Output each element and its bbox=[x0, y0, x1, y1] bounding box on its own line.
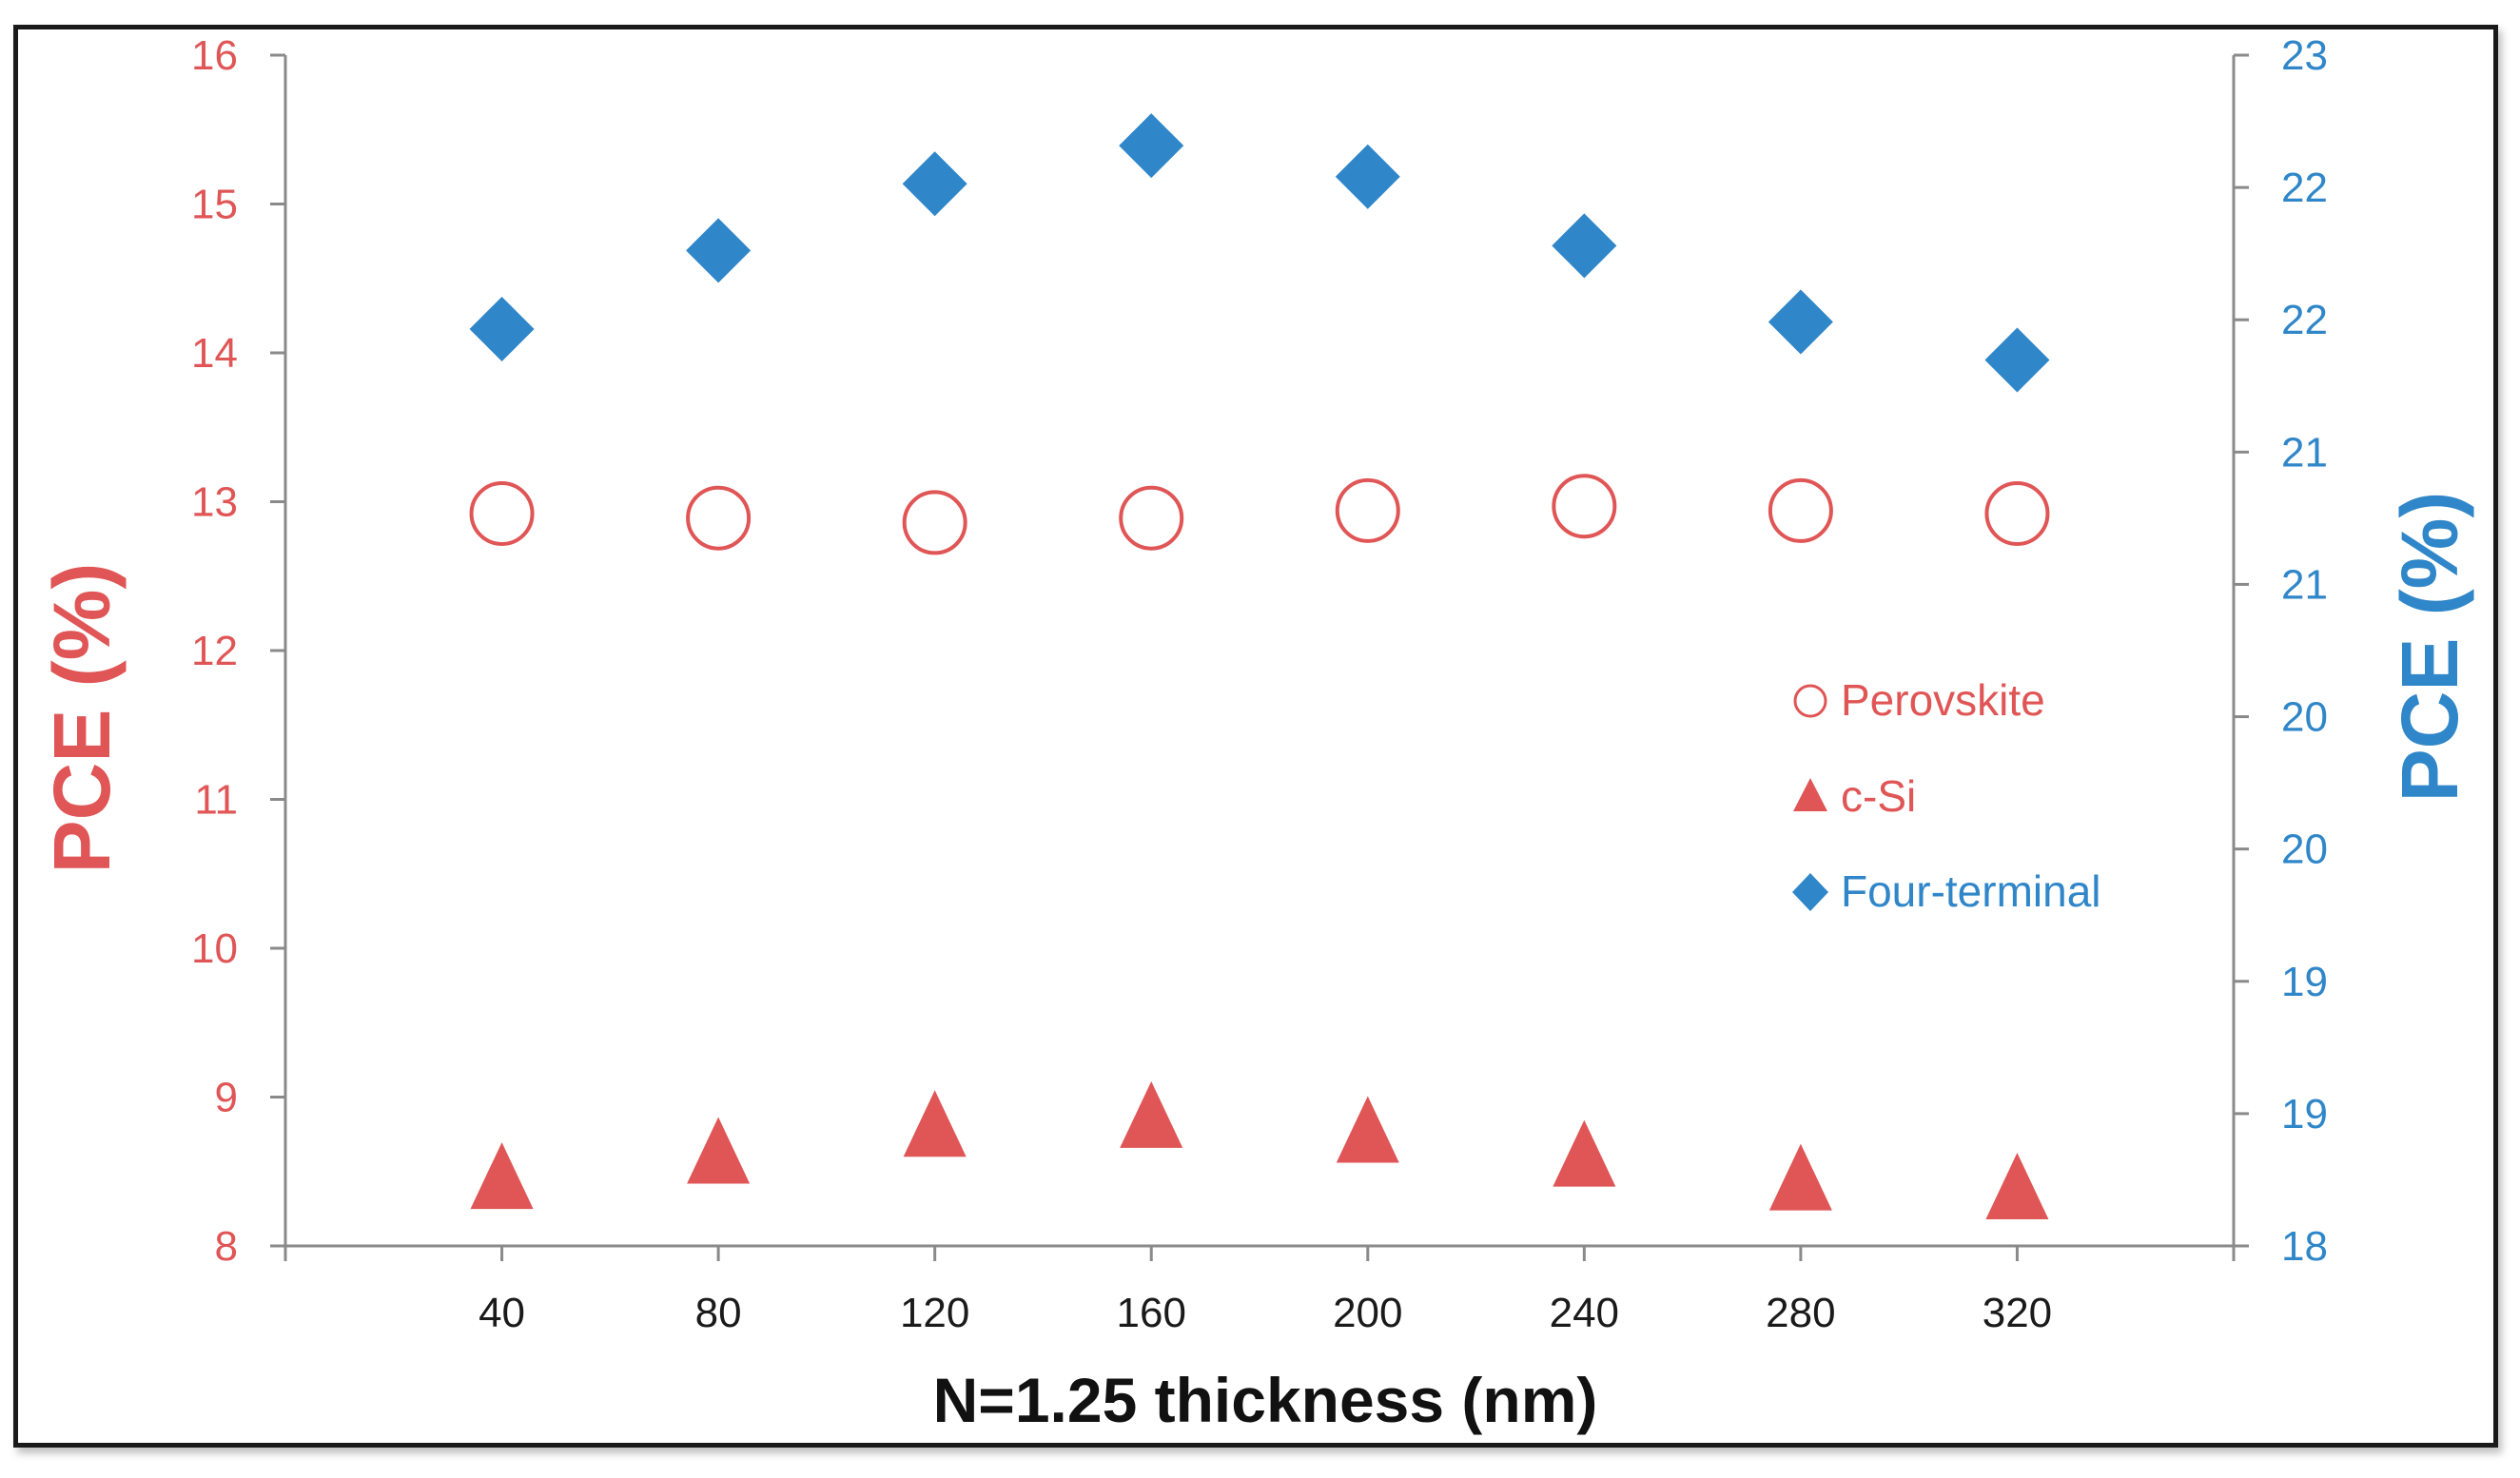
perovskite-point bbox=[1119, 485, 1184, 551]
legend-label-four-terminal: Four-terminal bbox=[1841, 866, 2101, 916]
legend-label-perovskite: Perovskite bbox=[1841, 675, 2045, 725]
right-tick-label: 22 bbox=[2281, 297, 2328, 343]
right-tick-label: 18 bbox=[2281, 1223, 2328, 1270]
x-tick-label: 320 bbox=[1983, 1290, 2052, 1336]
right-tick-label: 22 bbox=[2281, 165, 2328, 211]
four-terminal-point bbox=[469, 296, 535, 361]
perovskite-point bbox=[1984, 481, 2050, 547]
right-axis-ticks: 18 19 19 20 20 21 21 22 22 23 bbox=[2234, 32, 2328, 1270]
four-terminal-point bbox=[1119, 113, 1184, 179]
left-tick-label: 8 bbox=[215, 1223, 238, 1270]
left-tick-label: 9 bbox=[215, 1075, 238, 1121]
right-tick-label: 19 bbox=[2281, 959, 2328, 1005]
csi-point bbox=[903, 1090, 967, 1157]
left-axis-ticks: 8 9 10 11 12 13 14 15 16 bbox=[191, 32, 285, 1270]
four-terminal-point bbox=[1335, 144, 1400, 209]
left-tick-label: 10 bbox=[191, 925, 238, 972]
left-axis-label: PCE (%) bbox=[37, 563, 127, 874]
x-axis-ticks: 40 80 120 160 200 240 280 320 bbox=[283, 1246, 2236, 1336]
left-tick-label: 12 bbox=[191, 628, 238, 674]
csi-point bbox=[1120, 1080, 1183, 1148]
perovskite-point bbox=[469, 481, 535, 547]
axes bbox=[283, 55, 2236, 1248]
four-terminal-point bbox=[686, 218, 752, 283]
x-tick-label: 160 bbox=[1117, 1290, 1186, 1336]
x-tick-label: 280 bbox=[1766, 1290, 1835, 1336]
right-tick-label: 20 bbox=[2281, 827, 2328, 873]
csi-point bbox=[1985, 1153, 2049, 1220]
four-terminal-point bbox=[1552, 213, 1617, 279]
x-tick-label: 240 bbox=[1550, 1290, 1619, 1336]
perovskite-point bbox=[1335, 477, 1400, 543]
x-tick-label: 120 bbox=[900, 1290, 969, 1336]
four-terminal-point bbox=[1984, 327, 2050, 393]
legend-item-csi[interactable]: c-Si bbox=[1793, 771, 1916, 821]
csi-point bbox=[687, 1117, 751, 1184]
x-tick-label: 200 bbox=[1333, 1290, 1402, 1336]
legend-item-perovskite[interactable]: Perovskite bbox=[1793, 675, 2045, 725]
left-tick-label: 13 bbox=[191, 479, 238, 526]
csi-point bbox=[1336, 1096, 1399, 1163]
right-tick-label: 19 bbox=[2281, 1091, 2328, 1138]
legend[interactable]: Perovskite c-Si Four-terminal bbox=[1792, 675, 2101, 916]
csi-point bbox=[1768, 1143, 1832, 1211]
legend-diamond-marker-icon bbox=[1792, 873, 1828, 911]
legend-label-csi: c-Si bbox=[1841, 771, 1916, 821]
right-axis-label: PCE (%) bbox=[2385, 492, 2474, 803]
left-tick-label: 11 bbox=[194, 777, 238, 824]
csi-point bbox=[470, 1142, 534, 1210]
perovskite-point bbox=[1552, 474, 1617, 539]
perovskite-point bbox=[1768, 477, 1833, 543]
right-tick-label: 21 bbox=[2281, 429, 2328, 476]
data-marks bbox=[469, 113, 2050, 1220]
csi-point bbox=[1553, 1119, 1616, 1187]
left-tick-label: 15 bbox=[191, 182, 238, 228]
x-tick-label: 80 bbox=[695, 1290, 742, 1336]
legend-item-four-terminal[interactable]: Four-terminal bbox=[1792, 866, 2101, 916]
four-terminal-point bbox=[902, 151, 967, 217]
perovskite-point bbox=[686, 485, 752, 551]
right-tick-label: 21 bbox=[2281, 561, 2328, 608]
series-perovskite bbox=[469, 474, 2050, 555]
right-tick-label: 23 bbox=[2281, 32, 2328, 79]
series-four-terminal bbox=[469, 113, 2050, 393]
chart-frame bbox=[13, 25, 2498, 1448]
legend-triangle-marker-icon bbox=[1793, 778, 1827, 811]
perovskite-point bbox=[902, 490, 967, 555]
series-c-si bbox=[470, 1080, 2049, 1220]
four-terminal-point bbox=[1768, 289, 1833, 355]
right-tick-label: 20 bbox=[2281, 694, 2328, 741]
legend-circle-marker-icon bbox=[1793, 684, 1827, 718]
x-axis-label: N=1.25 thickness (nm) bbox=[933, 1365, 1598, 1435]
left-tick-label: 16 bbox=[191, 32, 238, 79]
x-tick-label: 40 bbox=[479, 1290, 525, 1336]
left-tick-label: 14 bbox=[191, 330, 238, 377]
